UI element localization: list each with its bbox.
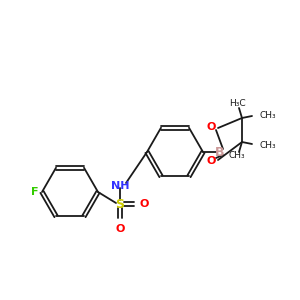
Text: O: O	[207, 156, 216, 166]
Text: S: S	[116, 197, 124, 211]
Text: NH: NH	[111, 181, 129, 191]
Text: O: O	[207, 122, 216, 132]
Text: F: F	[32, 187, 39, 197]
Text: O: O	[115, 224, 125, 234]
Text: H₃C: H₃C	[229, 100, 245, 109]
Text: O: O	[139, 199, 148, 209]
Text: CH₃: CH₃	[229, 152, 245, 160]
Text: CH₃: CH₃	[260, 110, 277, 119]
Text: CH₃: CH₃	[260, 140, 277, 149]
Text: B: B	[215, 146, 225, 158]
